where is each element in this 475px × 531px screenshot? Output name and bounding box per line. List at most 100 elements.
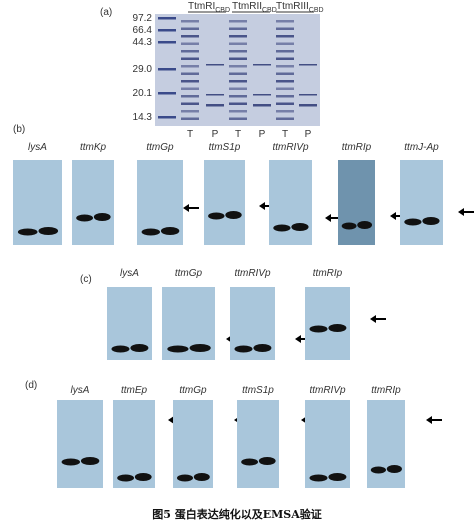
group-subscript: CBD — [262, 7, 277, 14]
band — [117, 474, 134, 482]
blot — [72, 160, 114, 245]
band — [61, 458, 80, 466]
band — [134, 473, 152, 481]
protein-band — [276, 27, 294, 30]
protein-band — [181, 95, 199, 98]
band — [167, 345, 189, 353]
band — [17, 228, 38, 236]
protein-band — [276, 42, 294, 45]
band — [404, 218, 422, 226]
blot-label: ttmS1p — [209, 142, 241, 153]
group-name: TtmRII — [232, 1, 262, 12]
arrow-head — [426, 416, 432, 424]
blot — [204, 160, 245, 245]
band — [241, 458, 258, 466]
protein-band — [181, 80, 199, 83]
lane-label: P — [305, 129, 312, 140]
blot-label: ttmJ-Ap — [404, 142, 439, 153]
group-name: TtmRIII — [276, 1, 309, 12]
blot — [305, 287, 350, 360]
protein-band — [276, 87, 294, 90]
band — [370, 466, 386, 474]
protein-band — [181, 35, 199, 38]
blot-label: ttmEp — [121, 385, 148, 396]
protein-band — [206, 104, 224, 107]
marker-band — [158, 29, 176, 32]
protein-band — [181, 102, 199, 105]
group-subscript: CBD — [215, 7, 230, 14]
blot-label: ttmKp — [80, 142, 107, 153]
group-label: TtmRIICBD — [232, 1, 277, 14]
band — [341, 222, 357, 230]
band — [357, 221, 373, 229]
blot-label: ttmRIVp — [234, 268, 271, 279]
protein-band — [253, 104, 271, 107]
protein-band — [229, 95, 247, 98]
protein-band — [206, 64, 224, 66]
blot — [305, 400, 350, 488]
band — [93, 213, 111, 221]
protein-band — [276, 95, 294, 98]
blot-label: lysA — [28, 142, 47, 153]
blot — [367, 400, 405, 488]
protein-band — [229, 27, 247, 30]
marker-band — [158, 41, 176, 44]
band — [177, 474, 193, 482]
marker-label: 66.4 — [133, 25, 153, 36]
protein-band — [276, 80, 294, 83]
protein-band — [253, 64, 271, 66]
caption: 图5 蛋白表达纯化以及EMSA验证 — [152, 507, 322, 521]
blot-label: ttmRIVp — [272, 142, 309, 153]
blot-label: ttmGp — [175, 268, 203, 279]
blot-label: ttmGp — [146, 142, 174, 153]
band — [328, 324, 347, 332]
band — [130, 344, 149, 352]
blot-label: ttmRIp — [342, 142, 372, 153]
protein-band — [229, 72, 247, 75]
blot-label: ttmRIVp — [309, 385, 346, 396]
marker-label: 29.0 — [133, 64, 153, 75]
arrow-head — [259, 202, 265, 210]
blot-label: ttmRIp — [371, 385, 401, 396]
protein-band — [253, 94, 271, 96]
protein-band — [276, 117, 294, 120]
group-label: TtmRICBD — [188, 1, 230, 14]
blot-label: ttmS1p — [242, 385, 274, 396]
panel-tag: (a) — [100, 7, 112, 18]
blot — [237, 400, 279, 488]
protein-band — [181, 20, 199, 23]
group-subscript: CBD — [309, 7, 324, 14]
blot-label: ttmGp — [179, 385, 207, 396]
protein-band — [276, 57, 294, 60]
marker-band — [158, 92, 176, 95]
protein-band — [229, 87, 247, 90]
protein-band — [276, 102, 294, 105]
arrow-head — [168, 416, 174, 424]
band — [111, 345, 130, 353]
lane-label: T — [235, 129, 241, 140]
protein-band — [229, 35, 247, 38]
band — [80, 457, 100, 465]
band — [189, 344, 211, 352]
protein-band — [181, 65, 199, 68]
protein-band — [276, 35, 294, 38]
band — [160, 227, 180, 235]
blot — [57, 400, 103, 488]
protein-band — [181, 110, 199, 113]
band — [309, 325, 328, 333]
blot — [338, 160, 375, 245]
marker-label: 44.3 — [133, 37, 153, 48]
band — [225, 211, 242, 219]
band — [291, 223, 309, 231]
band — [141, 228, 160, 236]
protein-band — [229, 65, 247, 68]
arrow-head — [458, 208, 464, 216]
blot-label: ttmRIp — [313, 268, 343, 279]
group-name: TtmRI — [188, 1, 215, 12]
sds-gel — [155, 14, 320, 126]
panel-tag: (c) — [80, 274, 92, 285]
protein-band — [276, 110, 294, 113]
protein-band — [229, 110, 247, 113]
blot — [173, 400, 213, 488]
blot — [400, 160, 443, 245]
